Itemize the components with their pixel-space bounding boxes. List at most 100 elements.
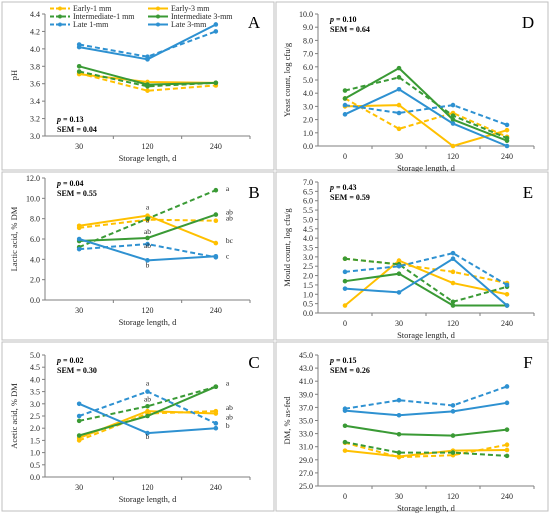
data-point [450,117,456,122]
data-point [76,401,82,407]
significance-letter: a [146,216,150,225]
significance-letter: ab [144,394,151,403]
series-line-intermediate-3-mm [344,66,508,142]
series-line-intermediate-1-mm [344,257,508,303]
data-point [342,439,348,445]
y-tick-label: 4.0 [30,375,40,384]
x-tick-label: 240 [210,483,222,492]
x-tick-label: 0 [343,152,347,161]
legend: Early-1 mm Early-3 mm Intermediate-1 mm Int… [50,4,233,29]
sem-value: SEM = 0.30 [57,366,97,375]
data-point [450,269,456,275]
y-tick-label: 5.5 [303,206,313,215]
data-point [450,409,456,414]
y-tick-label: 3.0 [30,132,40,141]
y-axis-label: Mould count, log cfu/g [282,208,292,287]
significance-letter: bc [226,236,234,245]
significance-letter: a [146,203,150,212]
data-point [342,256,348,262]
legend-label: Intermediate 3-mm [171,12,233,21]
data-point [396,86,402,92]
y-tick-label: 5.0 [303,215,313,224]
sem-value: SEM = 0.59 [330,193,370,202]
legend-marker [58,14,62,19]
data-point [504,127,510,133]
x-tick-label: 240 [210,142,222,151]
significance-letter: b [226,421,230,430]
data-point [342,303,348,308]
y-tick-label: 4.0 [303,234,313,243]
data-point [342,423,348,429]
significance-letter: ab [226,214,233,223]
y-tick-label: 29.0 [299,456,313,465]
data-point [450,102,456,108]
legend-label: Early-3 mm [171,4,210,13]
data-point [450,303,456,308]
significance-letter: c [226,251,230,260]
data-point [504,291,510,297]
significance-letter: b [146,432,150,441]
data-point [145,430,150,436]
y-tick-label: 2.0 [303,272,313,281]
y-tick-label: 6.0 [303,197,313,206]
data-point [450,403,456,408]
data-point [396,126,402,132]
x-tick-label: 120 [447,152,459,161]
y-tick-label: 3.0 [30,400,40,409]
x-tick-label: 240 [501,152,513,161]
x-tick-label: 30 [75,483,83,492]
chart-panel-c: 0.0 0.5 1.0 1.5 2.0 2.5 3.0 3.5 4.0 4.5 5.0 30 120 24… [1,341,275,512]
panel-letter: C [248,353,259,372]
panel-letter: B [248,183,259,202]
y-tick-label: 3.5 [303,244,313,253]
significance-letter: a [226,184,230,193]
data-point [450,280,456,286]
y-tick-label: 8.0 [30,215,40,224]
legend-label: Intermediate-1 mm [73,12,135,21]
data-point [450,121,456,126]
data-point [450,250,456,256]
y-tick-label: 3.4 [30,97,40,106]
series-line-early-1-mm [78,72,216,92]
legend-marker [58,6,62,11]
data-point [213,411,219,416]
data-point [213,212,219,217]
legend-label: Late 1-mm [73,20,109,29]
y-tick-label: 10.0 [26,194,40,203]
series-line-late-3-mm [344,257,508,307]
data-point [76,44,82,50]
data-point [145,389,150,394]
y-axis-label: Acetic acid, % DM [9,383,19,449]
data-point [76,236,82,242]
p-value: p = 0.02 [56,356,84,365]
series-line-late-1-mm [344,252,508,286]
data-point [504,447,510,453]
significance-letter: b [146,260,150,269]
legend-item: Early-3 mm [148,4,210,13]
x-axis-label: Storage length, d [119,317,178,327]
legend-marker [156,14,160,19]
data-point [76,418,82,424]
x-tick-label: 240 [501,492,513,501]
series-line-late-3-mm [344,88,508,147]
p-value: p = 0.15 [329,356,357,365]
y-tick-label: 0.0 [30,296,40,305]
series-line-early-3-mm [344,104,508,148]
legend-label: Late 3-mm [171,20,207,29]
data-point [213,384,219,390]
data-point [504,122,510,128]
data-point [342,278,348,284]
data-point [342,408,348,413]
x-tick-label: 240 [210,306,222,315]
legend-item: Early-1 mm [50,4,112,13]
y-tick-label: 1.5 [303,281,313,290]
legend-label: Early-1 mm [73,4,112,13]
y-tick-label: 4.0 [30,255,40,264]
data-point [396,263,402,269]
x-tick-label: 30 [75,142,83,151]
data-point [145,408,150,414]
data-point [145,241,150,247]
y-axis-label: pH [9,70,19,80]
data-point [450,256,456,262]
